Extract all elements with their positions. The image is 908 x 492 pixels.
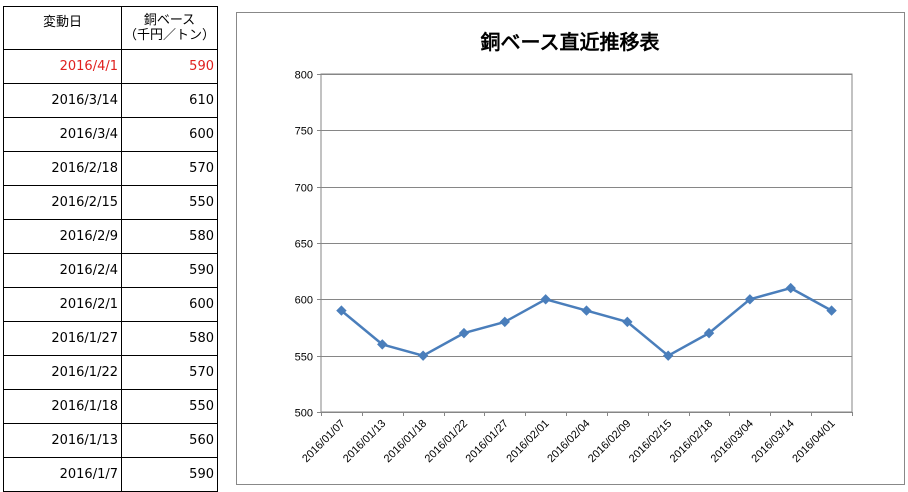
price-cell: 590: [121, 49, 218, 84]
x-tick-label: 2016/01/13: [341, 418, 388, 465]
x-tick-label: 2016/03/14: [749, 418, 796, 465]
price-cell: 550: [121, 389, 218, 424]
x-tick-label: 2016/02/01: [504, 418, 551, 465]
x-tick-label: 2016/01/22: [423, 418, 470, 465]
table-body: 2016/4/1 590 2016/3/14 610 2016/3/4 600 2016/2…: [3, 49, 218, 492]
data-point-marker: [744, 294, 756, 305]
table-row: 2016/3/14 610: [3, 83, 218, 118]
price-cell: 590: [121, 253, 218, 288]
price-table: 変動日 銅ベース （千円／トン） 2016/4/1 590 2016/3/14 610…: [3, 6, 218, 492]
table-row: 2016/2/18 570: [3, 151, 218, 186]
price-cell: 580: [121, 321, 218, 356]
line-chart: 銅ベース直近推移表 500 550 600 650 700 750 800 2016/01/0…: [295, 30, 853, 465]
price-column-header: 銅ベース （千円／トン）: [121, 6, 218, 50]
price-cell: 590: [121, 457, 218, 492]
date-column-header: 変動日: [3, 6, 122, 50]
y-tick-label: 650: [295, 239, 313, 251]
date-cell: 2016/1/22: [3, 355, 122, 390]
table-row: 2016/3/4 600: [3, 117, 218, 152]
x-tick-label: 2016/02/04: [545, 418, 592, 465]
table-row: 2016/1/13 560: [3, 423, 218, 458]
date-cell: 2016/2/4: [3, 253, 122, 288]
price-header-line2: （千円／トン）: [123, 28, 215, 43]
price-cell: 600: [121, 117, 218, 152]
date-cell: 2016/1/7: [3, 457, 122, 492]
data-point-marker: [622, 316, 633, 328]
chart-title: 銅ベース直近推移表: [481, 30, 661, 54]
date-cell: 2016/2/15: [3, 185, 122, 220]
x-tick-label: 2016/01/27: [464, 418, 511, 465]
y-tick-label: 800: [295, 70, 313, 82]
y-tick-label: 500: [295, 408, 313, 420]
price-cell: 610: [121, 83, 218, 118]
table-row: 2016/1/22 570: [3, 355, 218, 390]
date-cell: 2016/2/1: [3, 287, 122, 322]
data-point-marker: [336, 305, 347, 316]
x-tick-label: 2016/02/15: [627, 418, 674, 465]
data-point-marker: [581, 305, 592, 316]
y-tick-label: 700: [295, 183, 313, 195]
table-row: 2016/2/9 580: [3, 219, 218, 254]
data-point-marker: [540, 294, 551, 305]
table-header-row: 変動日 銅ベース （千円／トン）: [3, 6, 218, 50]
date-cell: 2016/2/18: [3, 151, 122, 186]
price-cell: 560: [121, 423, 218, 458]
table-row: 2016/1/27 580: [3, 321, 218, 356]
date-cell: 2016/1/13: [3, 423, 122, 458]
data-point-marker: [662, 350, 674, 361]
y-tick-label: 600: [295, 295, 313, 307]
y-tick-label: 550: [295, 352, 313, 364]
date-cell: 2016/2/9: [3, 219, 122, 254]
price-cell: 550: [121, 185, 218, 220]
table-row: 2016/2/15 550: [3, 185, 218, 220]
price-header-line1: 銅ベース: [143, 13, 196, 28]
price-cell: 580: [121, 219, 218, 254]
price-cell: 570: [121, 151, 218, 186]
table-row: 2016/1/7 590: [3, 457, 218, 492]
data-point-marker: [377, 339, 388, 350]
data-point-marker: [785, 282, 796, 294]
price-cell: 600: [121, 287, 218, 322]
price-cell: 570: [121, 355, 218, 390]
data-point-marker: [417, 350, 429, 361]
x-tick-label: 2016/04/01: [790, 418, 837, 465]
x-tick-label: 2016/02/09: [586, 418, 633, 465]
table-row: 2016/4/1 590: [3, 49, 218, 84]
date-cell: 2016/3/4: [3, 117, 122, 152]
data-point-marker: [703, 327, 715, 339]
x-tick-label: 2016/01/07: [300, 418, 347, 465]
table-row: 2016/2/4 590: [3, 253, 218, 288]
date-cell: 2016/3/14: [3, 83, 122, 118]
data-point-marker: [826, 305, 837, 316]
date-cell: 2016/1/18: [3, 389, 122, 424]
table-row: 2016/1/18 550: [3, 389, 218, 424]
data-point-marker: [499, 316, 511, 328]
date-cell: 2016/1/27: [3, 321, 122, 356]
y-tick-label: 750: [295, 126, 313, 138]
x-tick-label: 2016/01/18: [382, 418, 429, 465]
series-line: [340, 286, 833, 357]
chart-area: 銅ベース直近推移表 500 550 600 650 700 750 800 2016/01/0…: [236, 12, 905, 485]
x-tick-label: 2016/02/18: [668, 418, 715, 465]
table-row: 2016/2/1 600: [3, 287, 218, 322]
x-tick-label: 2016/03/04: [709, 418, 756, 465]
data-point-marker: [458, 327, 470, 339]
date-cell: 2016/4/1: [3, 49, 122, 84]
